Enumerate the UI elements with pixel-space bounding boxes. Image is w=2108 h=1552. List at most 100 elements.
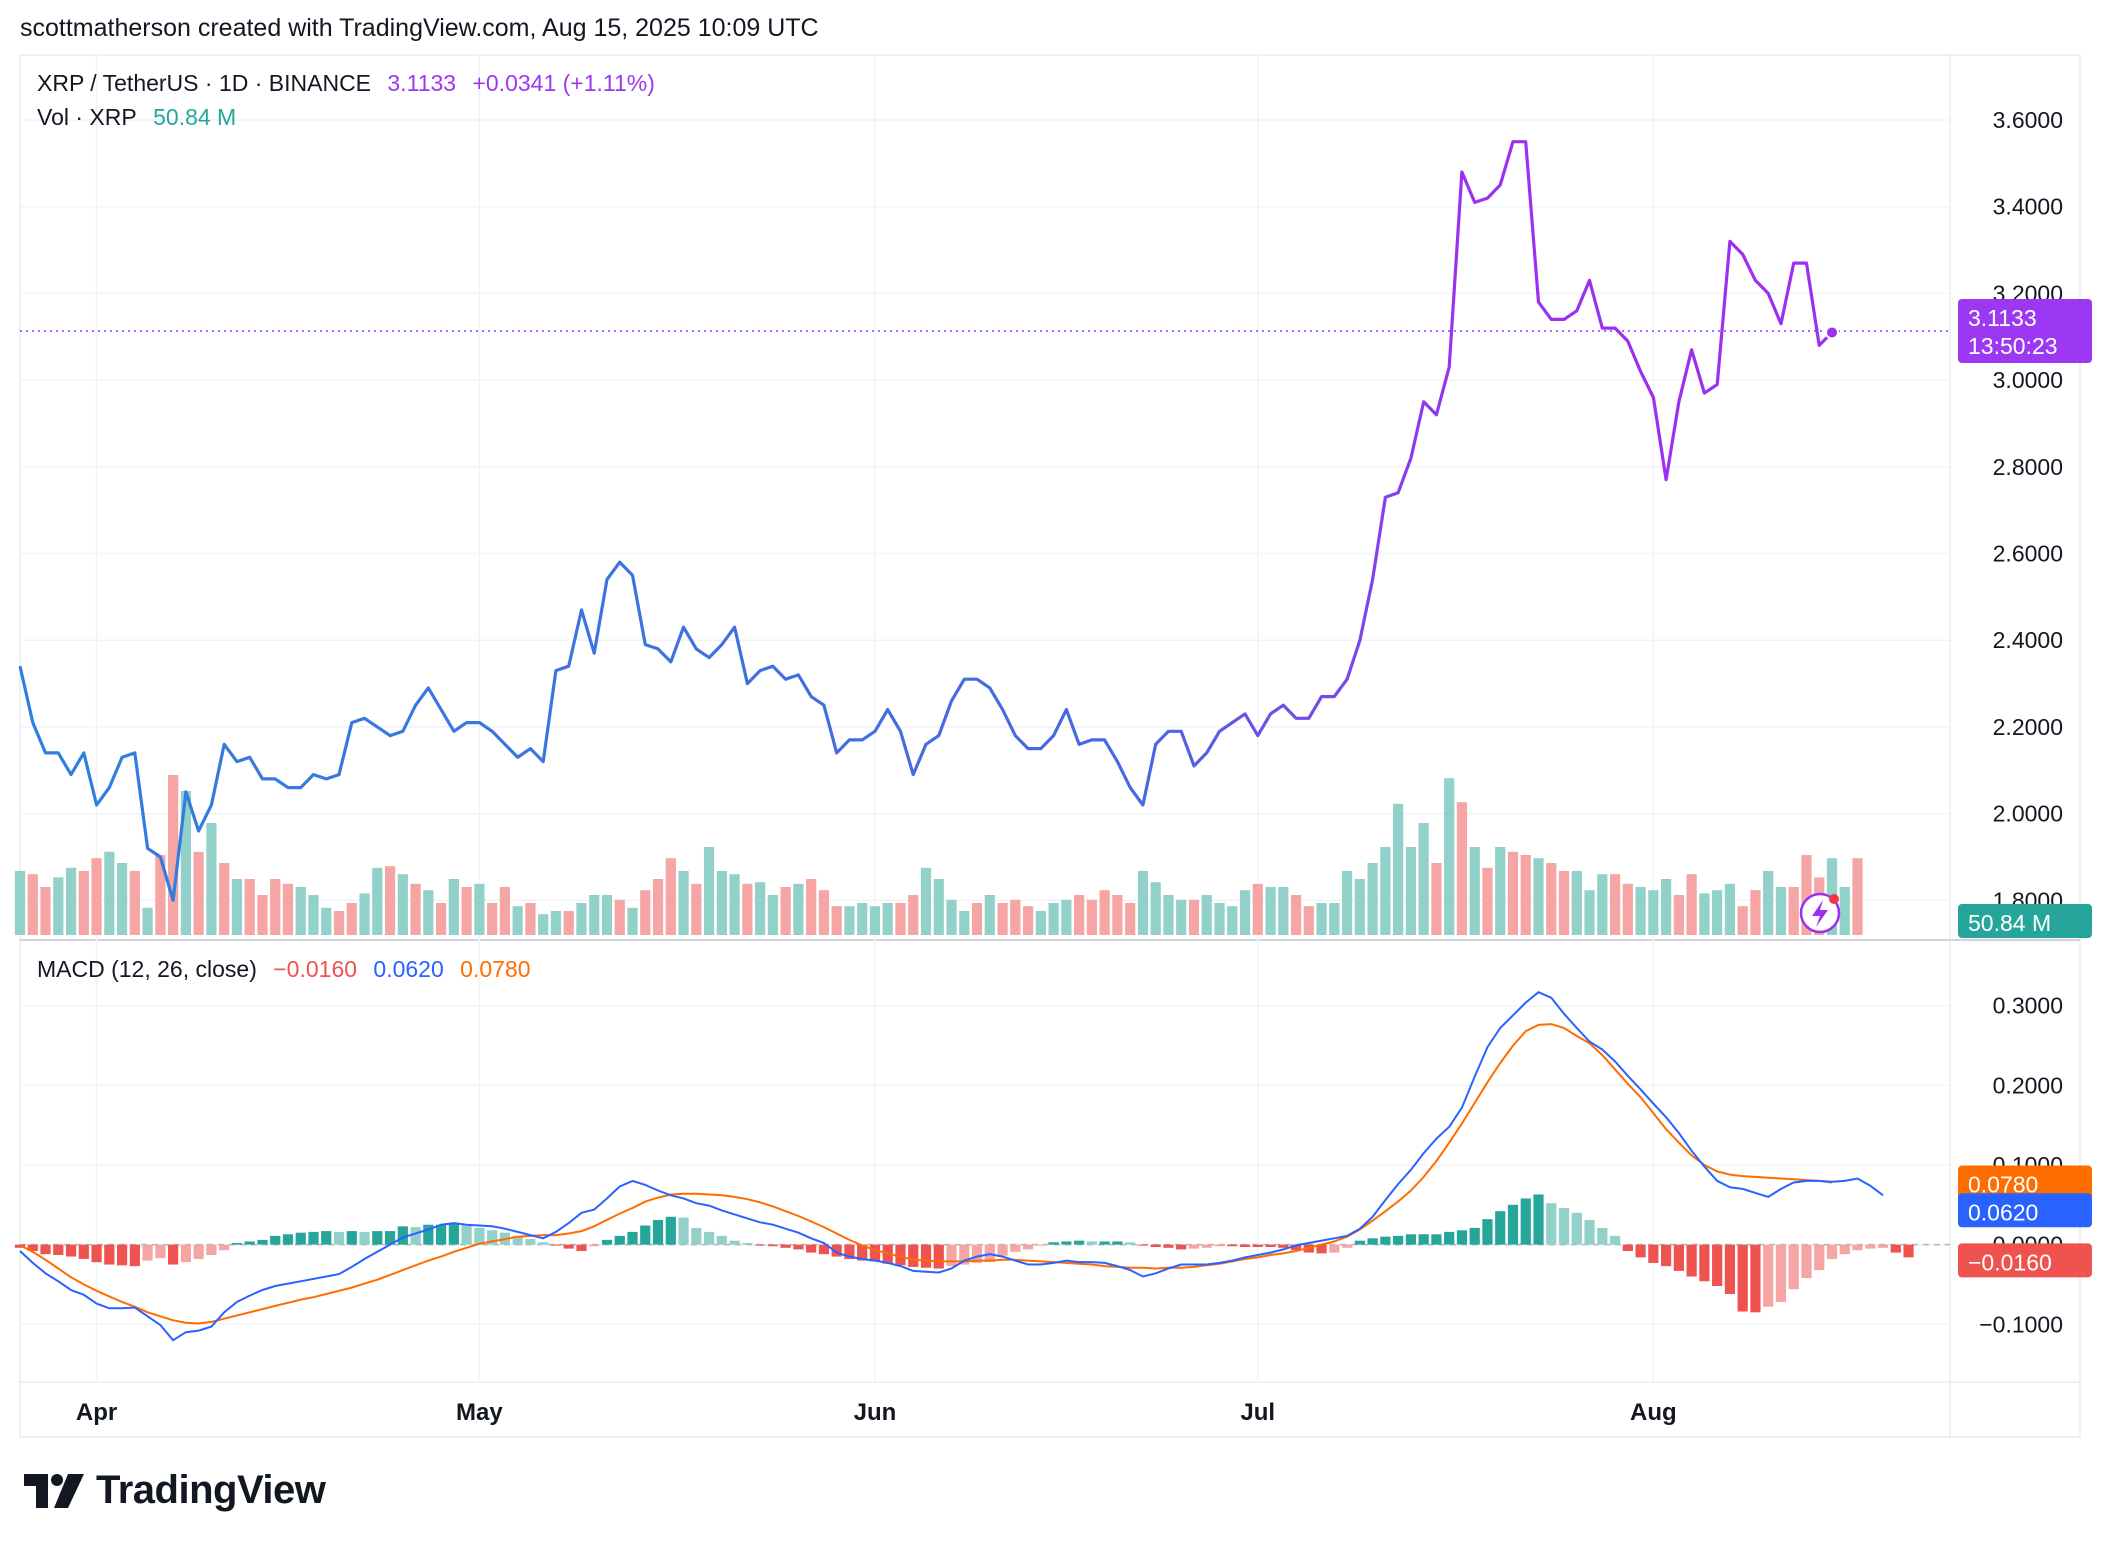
macd-histogram-bar [678, 1217, 689, 1245]
volume-bar [14, 871, 26, 935]
volume-bar [1303, 906, 1314, 935]
macd-hist-value: −0.0160 [273, 956, 358, 982]
macd-histogram-bar [1788, 1244, 1799, 1290]
macd-histogram-bar [193, 1244, 204, 1259]
tradingview-brand: TradingView [96, 1468, 326, 1512]
volume-bar [1252, 883, 1263, 935]
macd-histogram-bar [793, 1244, 804, 1250]
macd-histogram-bar [1163, 1244, 1174, 1248]
signal-tag-bg [1958, 1165, 2092, 1200]
volume-bar [1278, 887, 1289, 935]
volume-bar [1150, 882, 1161, 935]
price-series-line [18, 140, 1834, 902]
macd-histogram-bar [1622, 1244, 1633, 1251]
macd-histogram-bar [116, 1244, 128, 1266]
volume-bar [984, 895, 995, 935]
volume-bar [614, 899, 625, 935]
volume-bar [1405, 847, 1417, 935]
tradingview-logo[interactable]: TradingView [24, 1468, 326, 1513]
macd-label[interactable]: MACD (12, 26, close) [37, 956, 257, 982]
macd-histogram-bar [142, 1244, 153, 1261]
volume-bar [1112, 895, 1123, 935]
volume-label[interactable]: Vol · XRP [37, 104, 137, 130]
volume-bar [40, 887, 51, 935]
volume-bar [1214, 903, 1225, 935]
macd-histogram-bar [1354, 1240, 1365, 1245]
volume-bar [321, 907, 332, 935]
macd-histogram-bar [997, 1244, 1008, 1256]
macd-histogram-bar [908, 1244, 919, 1267]
attribution-text: scottmatherson created with TradingView.… [20, 14, 819, 42]
volume-bar [589, 895, 600, 935]
volume-bar [1469, 847, 1480, 935]
macd-histogram-bar [1533, 1194, 1544, 1245]
volume-bar [525, 903, 536, 935]
volume-bar [78, 871, 89, 935]
price-tick-label: 2.6000 [1993, 541, 2063, 567]
macd-tag-bg [1958, 1193, 2092, 1228]
macd-histogram-bar [665, 1216, 676, 1245]
volume-bar [1482, 867, 1493, 935]
volume-bar [435, 903, 447, 935]
macd-histogram-bar [1609, 1235, 1621, 1245]
macd-histogram-bar [27, 1244, 38, 1251]
volume-bar [1010, 899, 1021, 935]
macd-histogram-bar [1686, 1244, 1697, 1277]
volume-bar [474, 883, 485, 935]
macd-line [19, 991, 1884, 1342]
volume-bar [499, 887, 511, 935]
volume-bar [920, 867, 932, 935]
macd-histogram-bar [1048, 1242, 1059, 1245]
macd-histogram-bar [257, 1239, 268, 1245]
macd-histogram-bar [1431, 1234, 1442, 1245]
volume-bar [691, 883, 702, 935]
macd-histogram-bar [461, 1225, 472, 1245]
macd-histogram-bar [168, 1244, 179, 1265]
macd-histogram-bar [1252, 1244, 1263, 1248]
macd-histogram-bar [487, 1230, 498, 1245]
macd-histogram-bar [372, 1231, 383, 1245]
volume-bar [806, 879, 817, 935]
price-tick-label: 3.6000 [1993, 107, 2063, 133]
macd-histogram-bar [1648, 1244, 1659, 1263]
macd-histogram-bar [1750, 1244, 1761, 1313]
volume-bar [1520, 855, 1531, 935]
macd-histogram-bar [1188, 1244, 1200, 1249]
macd-histogram-bar [895, 1244, 906, 1266]
macd-histogram-bar [1316, 1244, 1327, 1254]
price-tick-label: 3.4000 [1993, 194, 2063, 220]
macd-histogram-bar [1571, 1212, 1582, 1245]
macd-histogram-bar [614, 1235, 625, 1245]
macd-histogram-bar [219, 1244, 230, 1251]
volume-bar [1367, 863, 1378, 935]
macd-histogram-bar [589, 1244, 600, 1247]
macd-histogram-bar [1814, 1244, 1825, 1271]
macd-histogram-bar [53, 1244, 64, 1255]
price-change: +0.0341 (+1.11%) [472, 70, 655, 96]
macd-histogram-bar [831, 1244, 842, 1257]
macd-histogram-bar [295, 1232, 306, 1245]
macd-histogram-bar [1507, 1204, 1519, 1245]
volume-bar [550, 911, 562, 935]
volume-bar [1035, 911, 1046, 935]
macd-histogram-bar [1227, 1244, 1238, 1247]
volume-bar [857, 903, 868, 935]
macd-histogram-bar [1763, 1244, 1774, 1307]
macd-histogram-bar [652, 1219, 664, 1245]
volume-bar [780, 887, 791, 935]
macd-histogram-bar [1597, 1227, 1608, 1245]
price-tag-text: 13:50:23 [1968, 333, 2058, 359]
replay-icon[interactable] [1799, 892, 1841, 934]
last-price: 3.1133 [387, 70, 457, 96]
tradingview-logo-icon [24, 1473, 84, 1508]
volume-bar [831, 906, 842, 935]
volume-bar [971, 903, 983, 935]
macd-histogram-bar [1699, 1244, 1710, 1282]
signal-line [19, 1023, 1833, 1325]
volume-bar [959, 911, 970, 935]
volume-bar [206, 823, 217, 935]
macd-histogram-bar [1367, 1238, 1378, 1245]
symbol-label[interactable]: XRP / TetherUS · 1D · BINANCE [37, 70, 372, 96]
